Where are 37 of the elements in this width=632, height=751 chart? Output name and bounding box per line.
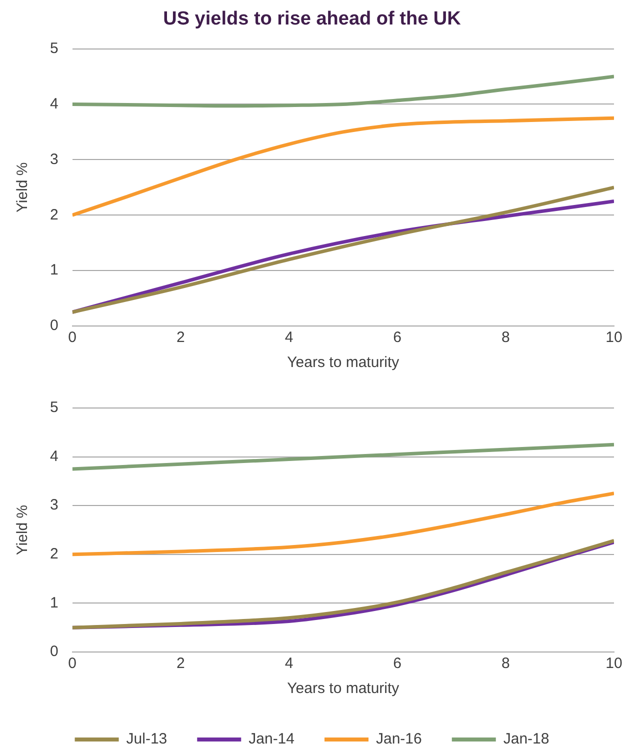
y-axis-title: Yield % [14,504,32,556]
line-series [72,74,614,108]
x-tick-label: 6 [393,655,402,672]
x-tick-label: 8 [501,655,510,672]
y-tick-label: 3 [50,496,58,514]
legend-label: Jan-16 [376,730,422,748]
y-tick-label: 2 [50,546,58,563]
y-tick-label: 4 [50,448,58,465]
line-series [72,492,614,556]
x-tick-label: 2 [176,655,185,672]
x-axis-title: Years to maturity [287,354,400,372]
y-tick-label: 1 [50,594,58,612]
x-tick-label: 0 [68,655,77,672]
x-tick-label: 10 [606,329,622,346]
line-series [72,442,614,471]
y-tick-label: 5 [50,40,58,57]
legend-label: Jan-18 [503,730,550,748]
legend-label: Jan-14 [248,730,295,748]
x-tick-label: 8 [501,329,510,346]
x-tick-label: 4 [284,655,294,672]
y-tick-label: 1 [50,262,58,279]
legend-label: Jul-13 [126,730,168,748]
y-tick-label: 5 [50,399,58,416]
x-tick-label: 10 [606,655,622,672]
y-tick-label: 4 [50,95,58,112]
chart-title: US yields to rise ahead of the UK [163,8,462,30]
y-tick-label: 0 [50,643,58,660]
y-axis-title: Yield % [14,162,32,213]
x-axis-title: Years to maturity [287,680,400,698]
y-tick-label: 0 [50,317,58,334]
x-tick-label: 6 [393,329,402,346]
y-tick-label: 3 [50,150,58,168]
x-tick-label: 4 [284,329,294,346]
x-tick-label: 2 [176,329,185,346]
y-tick-label: 2 [50,206,58,224]
line-series [72,116,614,217]
x-tick-label: 0 [68,329,77,346]
